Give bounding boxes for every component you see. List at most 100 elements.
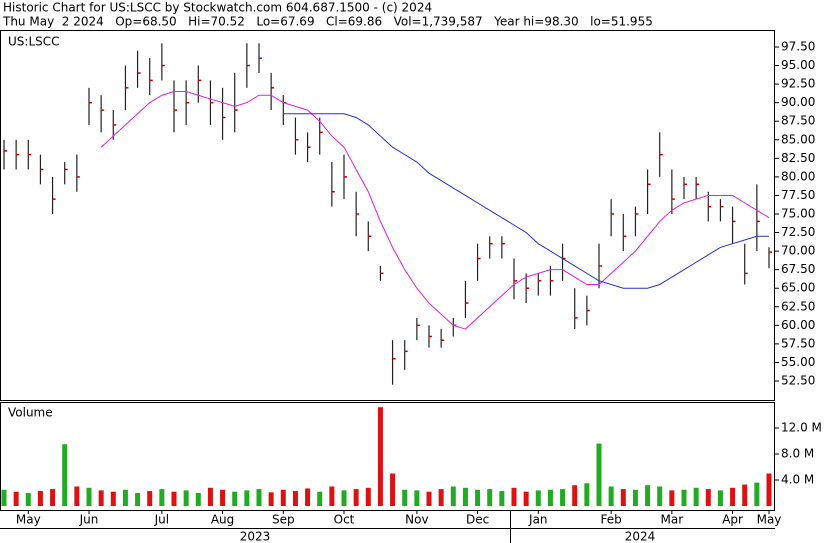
volume-bar [159,489,165,506]
volume-bar [365,487,371,506]
x-tick-label: Sep [272,513,295,527]
moving-average [283,113,769,289]
volume-bar [50,489,56,506]
volume-bar [669,490,675,506]
volume-bar [13,491,19,506]
volume-bar [766,473,772,506]
x-tick-label: Jan [528,513,548,527]
y-tick-label: 4.0 M [781,473,814,487]
y-tick-label: 97.50 [781,39,815,53]
header-quote: Thu May 2 2024 Op=68.50 Hi=70.52 Lo=67.6… [2,15,653,29]
volume-bar [511,487,517,506]
volume-bar [268,492,274,506]
x-tick-label: Jun [79,513,99,527]
volume-label: Volume [8,406,53,420]
volume-bar [220,489,226,506]
volume-panel [0,402,775,511]
x-tick-label: Dec [466,513,489,527]
volume-bar [450,486,456,506]
y-tick-label: 77.50 [781,188,815,202]
x-tick-label: May [757,513,782,527]
x-tick-label: Apr [722,513,743,527]
y-tick-label: 90.00 [781,95,815,109]
year-label: 2024 [625,530,656,543]
volume-bar [195,493,201,506]
y-tick-label: 92.50 [781,77,815,91]
volume-bar [25,493,31,506]
volume-bar [37,491,43,506]
volume-bar [657,486,663,506]
volume-bar [620,489,626,506]
y-tick-label: 87.50 [781,114,815,128]
volume-bar [122,489,128,506]
volume-bar [377,407,383,506]
volume-bar [596,443,602,506]
y-tick-label: 55.00 [781,355,815,369]
y-tick-label: 12.0 M [781,421,822,435]
volume-bar [560,489,566,506]
volume-bar [438,489,444,506]
volume-bar [244,490,250,506]
y-tick-label: 52.50 [781,373,815,387]
volume-bar [730,487,736,506]
volume-bar [426,491,432,506]
y-tick-label: 57.50 [781,336,815,350]
y-tick-label: 62.50 [781,299,815,313]
volume-bar [86,487,92,506]
volume-bar [742,484,748,506]
y-tick-label: 85.00 [781,132,815,146]
volume-bar [207,487,213,506]
volume-bar [280,489,286,506]
y-tick-label: 82.50 [781,151,815,165]
volume-bar [390,473,396,506]
y-tick-label: 60.00 [781,318,815,332]
y-tick-label: 80.00 [781,169,815,183]
volume-bar [292,491,298,506]
volume-bar [499,491,505,506]
volume-bar [572,485,578,506]
price-panel [0,30,775,401]
volume-bar [183,490,189,506]
volume-bar [256,489,262,506]
year-label: 2023 [240,530,271,543]
volume-bar [475,489,481,506]
volume-bar [754,482,760,506]
x-tick-label: Feb [601,513,622,527]
volume-bar [62,444,68,506]
symbol-label: US:LSCC [8,35,60,49]
volume-bar [135,493,141,506]
y-tick-label: 72.50 [781,225,815,239]
x-tick-label: Mar [661,513,684,527]
volume-bar [353,489,359,506]
volume-bar [717,490,723,506]
x-tick-label: Aug [211,513,234,527]
volume-bar [584,483,590,506]
y-tick-label: 75.00 [781,206,815,220]
volume-bar [305,488,311,506]
volume-bar [402,489,408,506]
y-tick-label: 65.00 [781,281,815,295]
x-tick-label: May [16,513,41,527]
header-title: Historic Chart for US:LSCC by Stockwatch… [3,1,432,15]
volume-bar [414,490,420,506]
y-tick-label: 8.0 M [781,447,814,461]
moving-average [100,91,770,330]
volume-bar [608,486,614,506]
volume-bar [232,491,238,506]
volume-bar [547,489,553,506]
volume-bar [487,489,493,506]
volume-bar [147,491,153,506]
x-tick-label: Oct [334,513,355,527]
x-tick-label: Jul [154,513,169,527]
volume-bar [632,489,638,506]
volume-bar [523,491,529,506]
volume-bar [681,489,687,506]
volume-bar [317,491,323,506]
volume-bar [645,485,651,506]
volume-bar [705,489,711,506]
y-tick-label: 95.00 [781,58,815,72]
volume-bar [171,491,177,506]
volume-bar [329,486,335,506]
